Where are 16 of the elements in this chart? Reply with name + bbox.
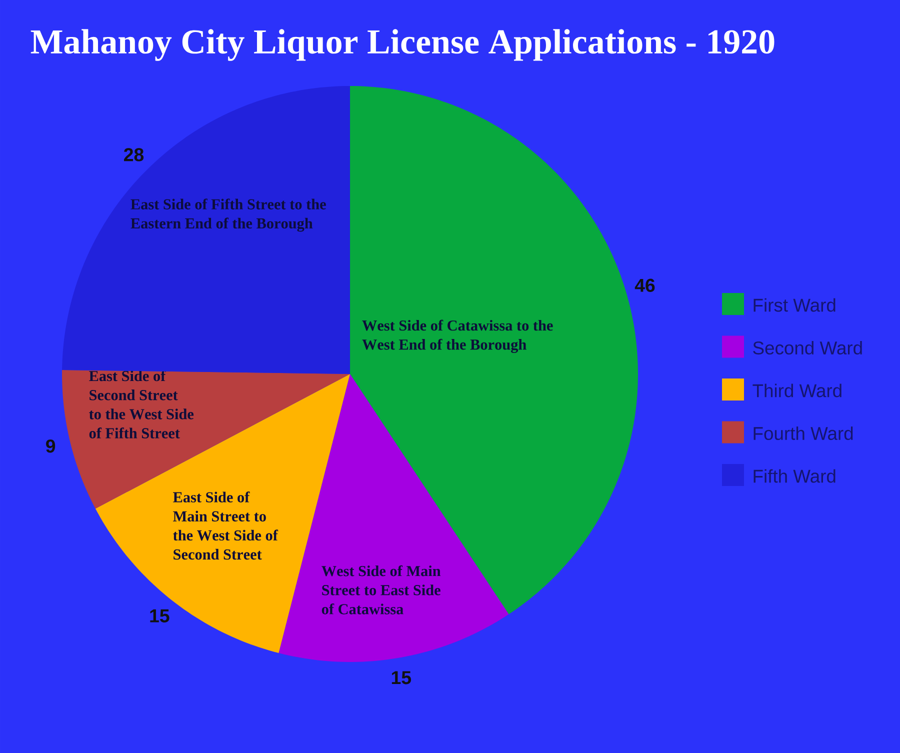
legend-label: Third Ward [752, 384, 842, 398]
text: East Side of Fifth Street to the Eastern End of the Borough [130, 198, 326, 232]
data-label: 46 [634, 278, 655, 292]
data-label: 15 [392, 671, 412, 684]
data-label: 15 [150, 609, 170, 622]
chart-title: Mahanoy City Liquor License Applications - 1920 [30, 29, 774, 61]
text: East Side of Second Street to the West Side of Fifth Street [89, 370, 194, 438]
legend-label: First Ward [754, 298, 836, 312]
data-label: 9 [46, 439, 56, 453]
text: West Side of Catawissa to the West End of the Borough [362, 320, 553, 353]
legend-label: Second Ward [753, 340, 862, 355]
text: West Side of Main Street to East Side of Catawissa [322, 565, 441, 614]
legend-label: Fifth Ward [754, 469, 836, 483]
text: East Side of Main Street to the West Side of Second Street [173, 492, 278, 560]
legend-label: Fourth Ward [754, 426, 853, 440]
data-label: 28 [124, 148, 144, 162]
